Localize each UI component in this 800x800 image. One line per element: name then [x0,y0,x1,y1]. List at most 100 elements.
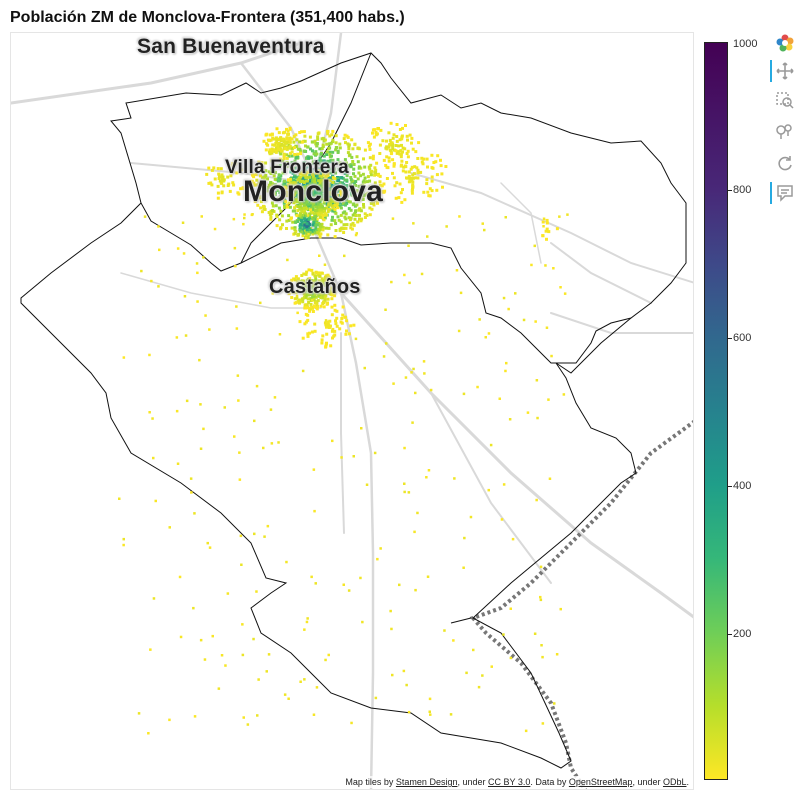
density-cell [176,247,180,250]
density-cell [359,189,363,193]
density-cell [287,194,291,198]
density-cell [265,670,268,673]
density-cell [304,173,308,177]
density-cell [316,169,320,172]
cc-by-link[interactable]: CC BY 3.0 [488,777,531,787]
density-cell [320,277,324,281]
density-cell [256,714,259,717]
density-cell [304,288,308,292]
density-cell [295,296,299,300]
density-cell [303,322,307,326]
density-cell [385,145,389,149]
density-cell [458,215,461,218]
density-cell [334,200,337,204]
density-cell [318,215,322,219]
density-cell [352,323,356,327]
density-cell [324,192,328,196]
density-cell [341,305,345,309]
density-cell [322,282,326,286]
density-cell [336,215,340,219]
density-cell [343,172,347,175]
density-cell [301,282,305,286]
density-cell [314,274,318,278]
density-cell [253,532,256,536]
wheel-zoom-icon[interactable] [770,118,800,144]
density-cell [297,177,301,181]
density-cell [315,187,319,191]
density-cell [285,141,289,145]
density-cell [307,306,310,310]
density-cell [148,411,151,414]
density-cell [315,223,319,227]
density-cell [321,178,325,182]
colorbar-tick-label: 400 [733,480,752,492]
box-zoom-icon[interactable] [770,88,800,114]
density-cell [348,218,352,222]
osm-link[interactable]: OpenStreetMap [568,777,633,787]
density-cell [314,142,318,146]
reset-icon[interactable] [770,150,800,176]
pan-icon[interactable] [770,58,800,84]
density-cell [348,153,352,157]
density-cell [381,139,385,143]
density-cell [334,141,338,145]
density-cell [281,159,285,163]
density-cell [340,321,344,325]
density-cell [410,141,413,145]
map-area[interactable]: San Buenaventura Villa Frontera Monclova… [10,32,694,790]
density-cell [216,167,220,171]
density-cell [412,176,416,180]
density-cell [282,190,286,194]
density-cell [305,176,309,179]
density-cell [316,289,319,293]
density-cell [199,447,203,450]
density-cell [307,268,311,272]
density-cell [322,279,326,283]
density-cell [302,181,306,184]
density-cell [327,653,330,657]
bokeh-logo-icon[interactable] [770,30,800,56]
density-cell [374,171,377,175]
hover-icon[interactable] [770,180,800,206]
density-cell [375,173,379,176]
density-cell [352,202,356,206]
density-cell [343,254,346,258]
density-cell [294,204,298,208]
density-cell [267,211,271,214]
stamen-link[interactable]: Stamen Design [395,777,458,787]
density-cell [472,648,475,652]
density-cell [273,396,277,399]
density-cell [293,301,297,305]
density-cell [343,158,347,162]
density-cell [351,193,355,197]
density-cell [341,195,345,199]
density-cell [342,183,346,187]
density-cell [307,187,311,191]
density-cell [260,210,264,214]
density-cell [378,174,382,178]
density-cell [257,678,260,681]
density-cell [298,205,302,209]
density-cell [382,158,386,162]
density-cell [315,152,319,156]
density-cell [382,190,386,194]
density-cell [455,269,459,272]
odbl-link[interactable]: ODbL [662,777,687,787]
density-cell [355,155,359,159]
density-cell [302,149,306,153]
density-cell [220,654,224,657]
density-cell [331,180,335,184]
density-cell [413,165,417,169]
density-cell [333,333,337,337]
density-cell [326,320,330,324]
density-cell [303,198,307,201]
density-cell [368,213,372,217]
density-cell [344,332,348,336]
density-cell [302,190,306,194]
density-cell [311,196,315,200]
density-cell [325,142,329,146]
density-cell [353,195,357,199]
density-cell [370,169,374,173]
density-cell [293,226,297,230]
density-cell [319,178,323,182]
